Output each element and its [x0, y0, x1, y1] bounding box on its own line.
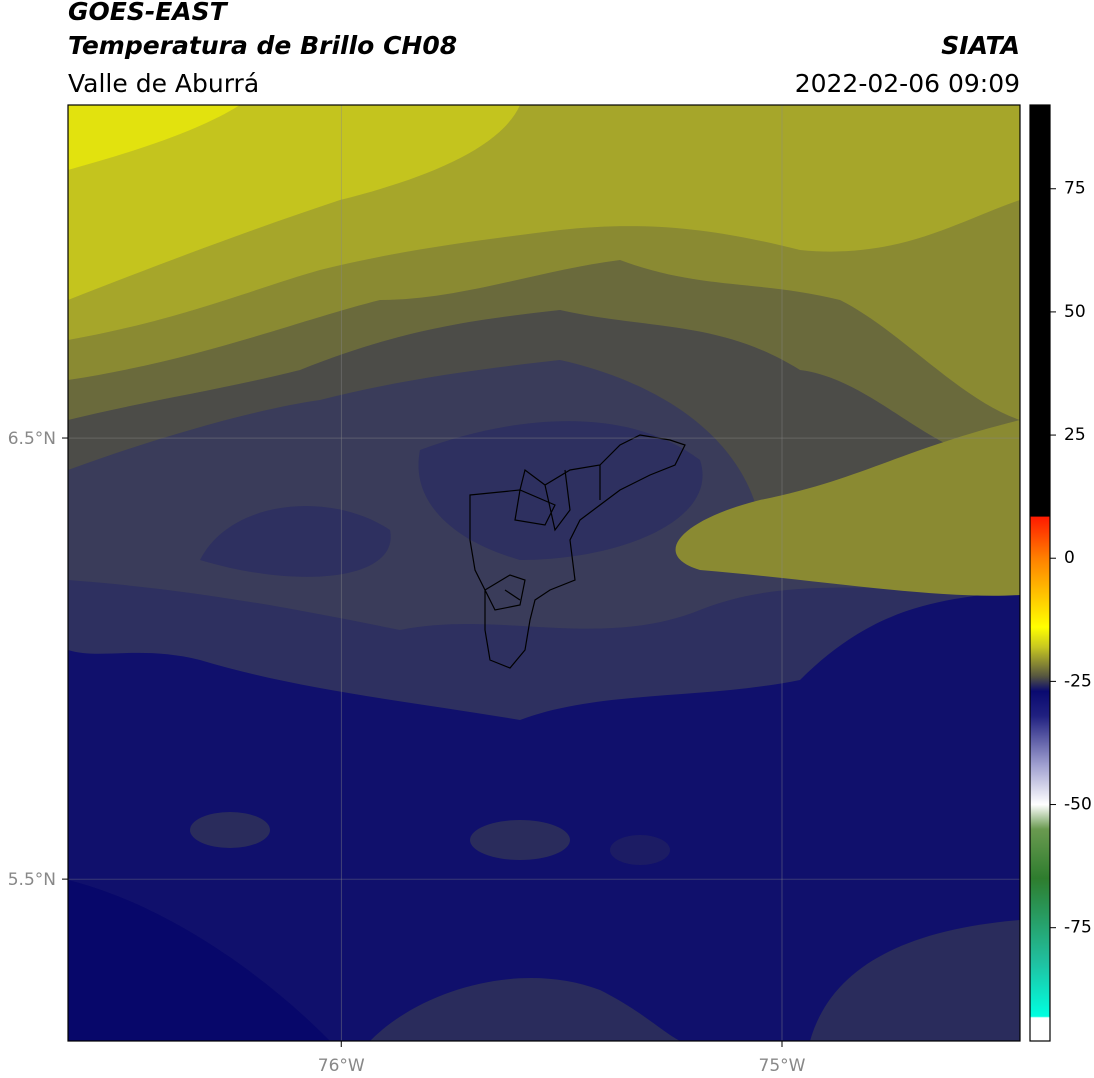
map-frame	[67, 104, 1021, 1042]
lon-tick-label: 75°W	[759, 1056, 806, 1076]
colorbar-tick-label: -50	[1064, 795, 1092, 815]
datetime: 2022-02-06 09:09	[795, 69, 1020, 98]
colorbar-tick-label: 0	[1064, 548, 1075, 568]
colorbar-tick-label: 75	[1064, 179, 1086, 199]
region: Valle de Aburrá	[68, 69, 259, 98]
colorbar	[1029, 104, 1051, 1042]
map-field	[68, 105, 1020, 1041]
colorbar-tick-label: 50	[1064, 302, 1086, 322]
source: SIATA	[941, 31, 1020, 60]
colorbar-tick-label: -25	[1064, 671, 1092, 691]
colorbar-tick-label: 25	[1064, 425, 1086, 445]
colorbar-tick-label: -75	[1064, 918, 1092, 938]
graticule	[68, 105, 1020, 1041]
lat-tick-label: 6.5°N	[8, 429, 56, 449]
lat-tick-label: 5.5°N	[8, 870, 56, 890]
subtitle: Temperatura de Brillo CH08	[68, 31, 457, 60]
lon-tick-label: 76°W	[318, 1056, 365, 1076]
title: GOES-EAST	[68, 0, 229, 26]
